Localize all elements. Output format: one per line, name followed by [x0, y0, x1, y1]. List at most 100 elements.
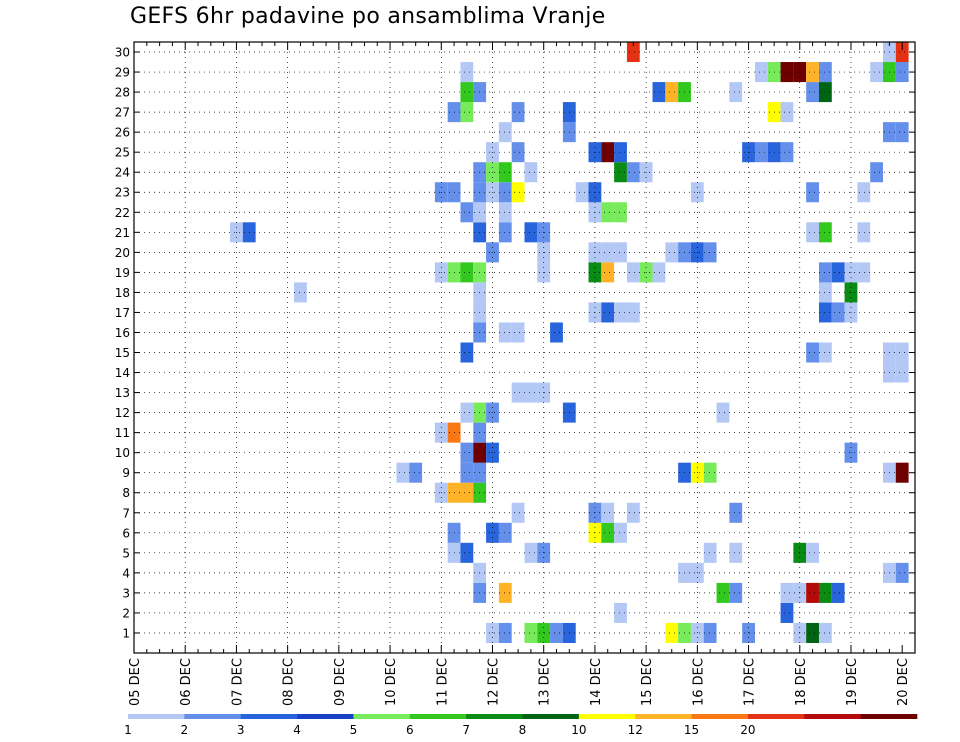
heatmap-cell: [460, 402, 474, 423]
heatmap-cell: [729, 502, 743, 523]
heatmap-cell: [614, 202, 627, 223]
colorbar-label: 4: [293, 723, 301, 737]
heatmap-cell: [626, 502, 640, 523]
y-tick-label: 8: [122, 486, 130, 500]
x-tick-label: 06 DEC: [179, 658, 194, 706]
heatmap-cell: [754, 62, 768, 83]
x-tick-label: 14 DEC: [589, 658, 604, 706]
heatmap-cell: [806, 182, 819, 203]
heatmap-cell: [818, 82, 832, 103]
heatmap-cell: [818, 302, 832, 323]
heatmap-cell: [460, 202, 474, 223]
heatmap-cell: [614, 242, 627, 263]
heatmap-cell: [626, 302, 640, 323]
heatmap-cell: [895, 62, 909, 83]
heatmap-cell: [460, 462, 474, 483]
y-tick-label: 27: [115, 106, 130, 120]
colorbar-swatch: [691, 714, 749, 719]
heatmap-cell: [818, 622, 832, 643]
heatmap-cell: [806, 342, 819, 363]
heatmap-cell: [895, 362, 909, 383]
colorbar: 1 2 3 4 5 6 7 8 10 12 15 20: [124, 714, 918, 737]
heatmap-cell: [818, 582, 832, 603]
colorbar-swatch: [409, 714, 467, 719]
heatmap-cell: [626, 262, 640, 283]
heatmap-cell: [703, 242, 717, 263]
heatmap-cell: [396, 462, 410, 483]
heatmap-cell: [857, 262, 871, 283]
heatmap-cell: [895, 122, 909, 143]
heatmap-cell: [626, 162, 640, 183]
colorbar-swatch: [635, 714, 692, 719]
x-tick-label: 05 DEC: [128, 658, 143, 706]
chart-title: GEFS 6hr padavine po ansamblima Vranje: [130, 4, 606, 29]
heatmap-cell: [460, 442, 474, 463]
y-tick-label: 6: [122, 526, 130, 540]
heatmap-cell: [498, 182, 512, 203]
heatmap-cell: [498, 622, 512, 643]
heatmap-cell: [818, 342, 832, 363]
x-tick-label: 12 DEC: [486, 658, 501, 706]
y-tick-label: 18: [115, 286, 130, 300]
y-tick-label: 28: [115, 86, 130, 100]
heatmap-cell: [806, 542, 819, 563]
heatmap-cell: [831, 582, 845, 603]
heatmap-cell: [614, 602, 627, 623]
heatmap-cell: [524, 542, 538, 563]
x-tick-label: 17 DEC: [743, 658, 758, 706]
heatmap-cell: [294, 282, 307, 303]
y-tick-label: 1: [122, 626, 130, 640]
heatmap-cell: [870, 162, 883, 183]
heatmap-cell: [460, 82, 474, 103]
heatmap-cell: [601, 202, 615, 223]
y-tick-label: 24: [115, 166, 130, 180]
heatmap-cell: [780, 142, 794, 163]
heatmap-cell: [460, 482, 474, 503]
heatmap-cell: [460, 62, 474, 83]
colorbar-label: 10: [571, 723, 586, 737]
y-tick-label: 23: [115, 186, 130, 200]
y-tick-label: 19: [115, 266, 130, 280]
heatmap-cell: [498, 222, 512, 243]
y-tick-label: 16: [115, 326, 130, 340]
heatmap-cell: [498, 582, 512, 603]
heatmap-cell: [780, 582, 794, 603]
colorbar-swatch: [466, 714, 523, 719]
heatmap-cell: [665, 242, 679, 263]
heatmap-cell: [460, 102, 474, 123]
x-tick-label: 15 DEC: [640, 658, 655, 706]
y-tick-label: 11: [115, 426, 130, 440]
heatmap-cell: [614, 142, 627, 163]
colorbar-swatch: [240, 714, 298, 719]
y-tick-label: 22: [115, 206, 130, 220]
heatmap-cell: [601, 262, 615, 283]
y-tick-label: 21: [115, 226, 130, 240]
colorbar-swatch: [860, 714, 918, 719]
heatmap-cell: [498, 322, 512, 343]
heatmap-cell: [857, 222, 871, 243]
heatmap-cell: [460, 342, 474, 363]
heatmap-cell: [511, 382, 525, 403]
y-tick-label: 3: [122, 586, 130, 600]
y-tick-label: 13: [115, 386, 130, 400]
heatmap-cell: [780, 602, 794, 623]
heatmap-cell: [614, 302, 627, 323]
plot-frame: [133, 41, 916, 654]
heatmap-cell: [806, 582, 819, 603]
heatmap-cell: [511, 322, 525, 343]
heatmap-cell: [857, 182, 871, 203]
heatmap-cell: [511, 182, 525, 203]
heatmap-cell: [806, 82, 819, 103]
heatmap-cell: [806, 222, 819, 243]
colorbar-swatch: [578, 714, 636, 719]
y-tick-label: 25: [115, 146, 130, 160]
heatmap-cell: [626, 42, 640, 63]
x-axis-ticks: 05 DEC 06 DEC 07 DEC 08 DEC 09 DEC 10 DEC 11 D…: [128, 42, 911, 706]
colorbar-label: 5: [350, 723, 358, 737]
heatmap-cell: [831, 302, 845, 323]
heatmap-cell: [895, 462, 909, 483]
heatmap-cell: [780, 102, 794, 123]
heatmap-cell: [601, 502, 615, 523]
heatmap-cell: [818, 222, 832, 243]
heatmap-cell: [601, 142, 615, 163]
